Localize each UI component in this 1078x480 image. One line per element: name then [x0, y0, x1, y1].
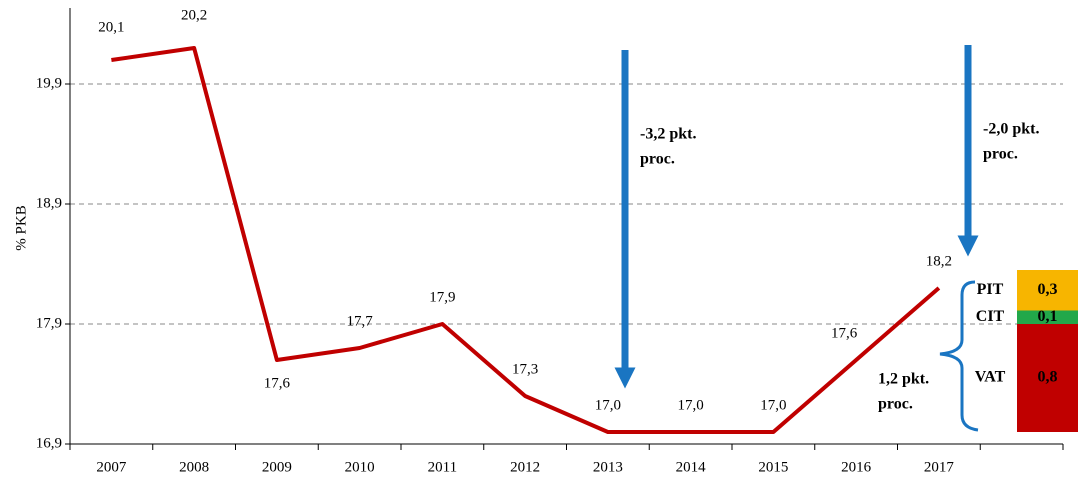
annotation: -3,2 pkt.: [640, 126, 696, 143]
x-tick-label: 2012: [510, 459, 540, 475]
x-tick-label: 2010: [345, 459, 375, 475]
brace: [939, 280, 979, 432]
data-label: 17,6: [831, 325, 858, 341]
annotation: -2,0 pkt.: [983, 121, 1039, 138]
segment-name: VAT: [975, 369, 1006, 386]
x-tick-label: 2014: [676, 459, 707, 475]
x-tick-label: 2008: [179, 459, 209, 475]
line-series: [111, 46, 941, 434]
y-tick-label: 16,9: [36, 435, 62, 451]
annotation: 1,2 pkt.: [878, 371, 929, 388]
data-label: 17,0: [678, 397, 704, 413]
x-tick-label: 2015: [758, 459, 788, 475]
data-label: 17,3: [512, 361, 538, 377]
breakdown-segment: [1017, 270, 1078, 311]
x-tick-label: 2009: [262, 459, 292, 475]
x-tick-label: 2017: [924, 459, 955, 475]
annotation: proc.: [640, 151, 675, 168]
data-label: 17,6: [264, 375, 291, 391]
segment-value: 0,1: [1038, 308, 1058, 325]
x-tick-label: 2013: [593, 459, 623, 475]
data-label: 17,0: [760, 397, 786, 413]
x-tick-label: 2007: [96, 459, 127, 475]
data-label: 20,2: [181, 7, 207, 23]
segment-value: 0,3: [1038, 281, 1058, 298]
x-tick-label: 2016: [841, 459, 872, 475]
segment-name: CIT: [976, 308, 1005, 325]
breakdown-segment: [1017, 324, 1078, 432]
data-label: 17,0: [595, 397, 621, 413]
data-label: 20,1: [98, 19, 124, 35]
y-tick-label: 18,9: [36, 195, 62, 211]
data-label: 17,9: [429, 289, 455, 305]
segment-name: PIT: [977, 281, 1004, 298]
annotation: proc.: [983, 146, 1018, 163]
y-axis-label: % PKB: [13, 205, 29, 250]
x-tick-label: 2011: [428, 459, 457, 475]
y-tick-label: 17,9: [36, 315, 62, 331]
breakdown-segment: [1017, 310, 1078, 324]
data-label: 17,7: [347, 313, 374, 329]
annotation: proc.: [878, 396, 913, 413]
data-label: 18,2: [926, 253, 952, 269]
y-tick-label: 19,9: [36, 75, 62, 91]
segment-value: 0,8: [1038, 369, 1058, 386]
